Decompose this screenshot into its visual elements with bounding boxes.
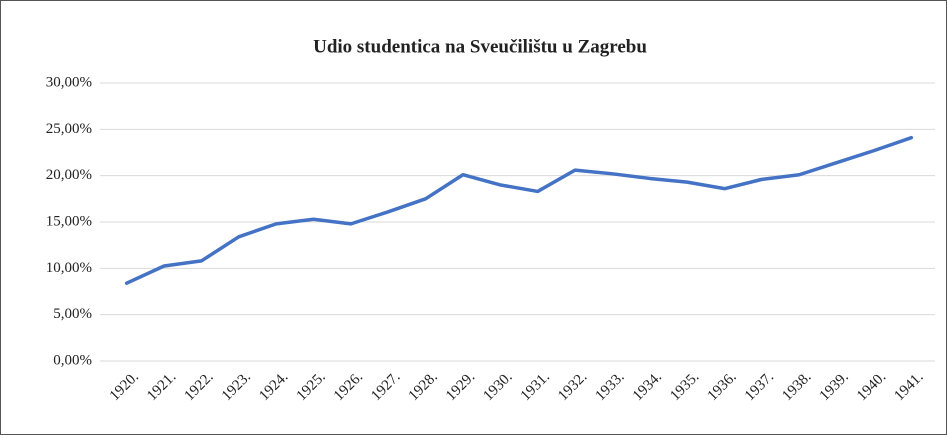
line-series xyxy=(124,135,914,285)
y-tick-label: 30,00% xyxy=(46,74,92,90)
y-tick-label: 20,00% xyxy=(46,167,92,183)
y-tick-label: 5,00% xyxy=(53,306,92,322)
y-tick-label: 25,00% xyxy=(46,121,92,137)
chart-title: Udio studentica na Sveučilištu u Zagrebu xyxy=(313,36,647,57)
y-tick-label: 0,00% xyxy=(53,352,92,368)
y-tick-label: 15,00% xyxy=(46,213,92,229)
y-tick-label: 10,00% xyxy=(46,260,92,276)
